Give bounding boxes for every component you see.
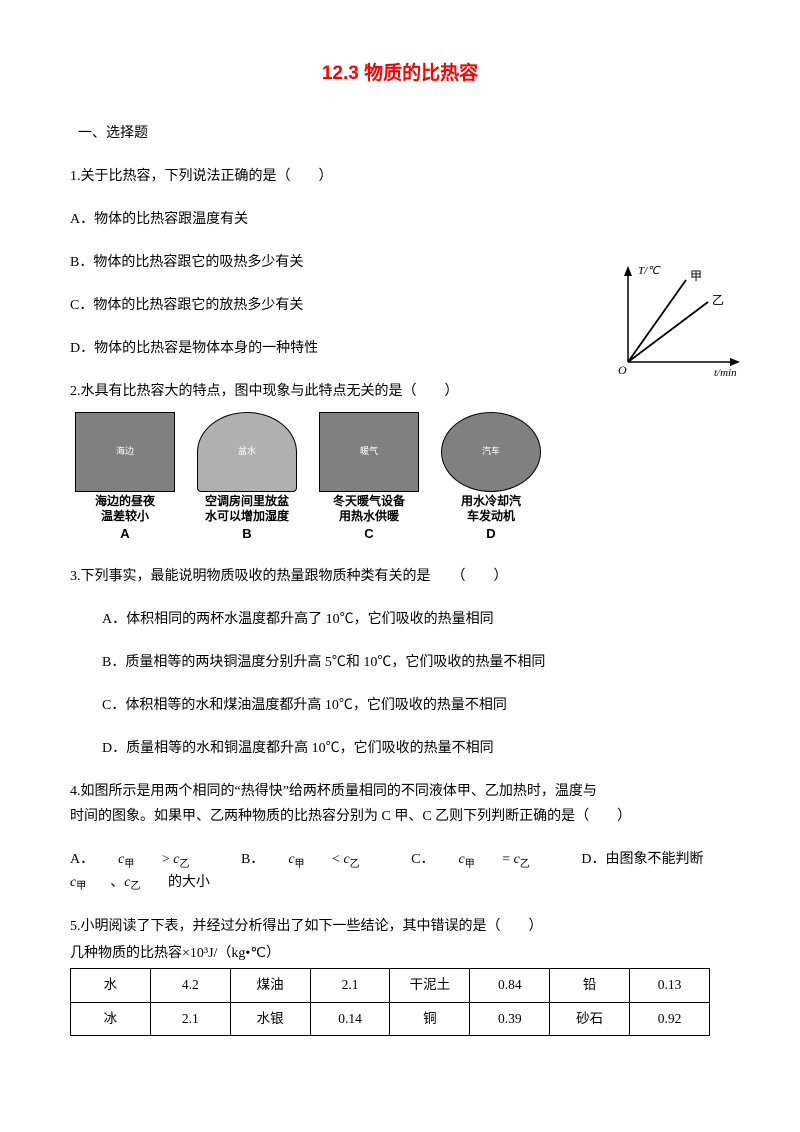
q3-option-c: C．体积相等的水和煤油温度都升高 10℃，它们吸收的热量不相同 xyxy=(102,695,730,716)
page-title: 12.3 物质的比热容 xyxy=(70,60,730,89)
q2-thumb-b: 盆水 xyxy=(197,412,297,492)
q2-cap-b1: 空调房间里放盆 xyxy=(205,494,289,508)
q2-cap-a1: 海边的昼夜 xyxy=(95,494,155,508)
q4-stem-line1: 4.如图所示是用两个相同的“热得快”给两杯质量相同的不同液体甲、乙加热时，温度与 xyxy=(70,781,730,802)
q4-option-a: A．c甲 > c乙 xyxy=(70,852,213,867)
q2-letter-b: B xyxy=(242,524,251,544)
q3-option-d: D．质量相等的水和铜温度都升高 10℃，它们吸收的热量不相同 xyxy=(102,738,730,759)
q2-thumb-d: 汽车 xyxy=(441,412,541,492)
table-cell: 0.84 xyxy=(470,969,550,1002)
q2-letter-c: C xyxy=(364,524,373,544)
temperature-time-graph: 甲 乙 T/℃ t/min O xyxy=(608,262,748,382)
table-cell: 0.39 xyxy=(470,1002,550,1035)
graph-line1-label: 甲 xyxy=(690,269,702,283)
table-cell: 水银 xyxy=(230,1002,310,1035)
table-cell: 冰 xyxy=(71,1002,151,1035)
q2-letter-d: D xyxy=(486,524,495,544)
q2-cap-b2: 水可以增加湿度 xyxy=(205,509,289,523)
graph-line2-label: 乙 xyxy=(712,293,724,307)
table-cell: 2.1 xyxy=(150,1002,230,1035)
q1-stem: 1.关于比热容，下列说法正确的是（ ） xyxy=(70,166,730,187)
table-cell: 干泥土 xyxy=(390,969,470,1002)
table-cell: 0.92 xyxy=(630,1002,710,1035)
q4-options: A．c甲 > c乙 B．c甲 < c乙 C．c甲 = c乙 D．由图象不能判断 … xyxy=(70,849,730,895)
q2-cap-c1: 冬天暖气设备 xyxy=(333,494,405,508)
table-cell: 煤油 xyxy=(230,969,310,1002)
table-cell: 铜 xyxy=(390,1002,470,1035)
q2-cap-c2: 用热水供暖 xyxy=(339,509,399,523)
table-cell: 0.14 xyxy=(310,1002,390,1035)
q4-stem-line2: 时间的图象。如果甲、乙两种物质的比热容分别为 C 甲、C 乙则下列判断正确的是（… xyxy=(70,806,730,827)
table-cell: 砂石 xyxy=(550,1002,630,1035)
q2-cap-d2: 车发动机 xyxy=(467,509,515,523)
q2-cap-d1: 用水冷却汽 xyxy=(461,494,521,508)
q5-table-caption: 几种物质的比热容×10³J/（kg•℃） xyxy=(70,943,730,964)
q4-option-b: B．c甲 < c乙 xyxy=(241,852,384,867)
q4-option-c: C．c甲 = c乙 xyxy=(411,852,554,867)
q2-image-d: 汽车 用水冷却汽 车发动机 D xyxy=(436,412,546,544)
table-cell: 水 xyxy=(71,969,151,1002)
q2-letter-a: A xyxy=(120,524,129,544)
graph-origin: O xyxy=(618,363,627,377)
q3-stem: 3.下列事实，最能说明物质吸收的热量跟物质种类有关的是 （ ） xyxy=(70,566,730,587)
q2-image-c: 暖气 冬天暖气设备 用热水供暖 C xyxy=(314,412,424,544)
q3-option-b: B．质量相等的两块铜温度分别升高 5℃和 10℃，它们吸收的热量不相同 xyxy=(102,652,730,673)
q5-stem: 5.小明阅读了下表，并经过分析得出了如下一些结论，其中错误的是（ ） xyxy=(70,916,730,937)
table-cell: 4.2 xyxy=(150,969,230,1002)
graph-x-label: t/min xyxy=(714,367,737,379)
q2-stem: 2.水具有比热容大的特点，图中现象与此特点无关的是（ ） xyxy=(70,381,730,402)
q3-option-a: A．体积相同的两杯水温度都升高了 10℃，它们吸收的热量相同 xyxy=(102,609,730,630)
table-cell: 铅 xyxy=(550,969,630,1002)
q2-image-b: 盆水 空调房间里放盆 水可以增加湿度 B xyxy=(192,412,302,544)
section-heading: 一、选择题 xyxy=(78,123,730,144)
q2-image-row: 海边 海边的昼夜 温差较小 A 盆水 空调房间里放盆 水可以增加湿度 B 暖气 … xyxy=(70,412,730,544)
table-cell: 2.1 xyxy=(310,969,390,1002)
graph-y-label: T/℃ xyxy=(638,265,661,277)
table-cell: 0.13 xyxy=(630,969,710,1002)
q2-cap-a2: 温差较小 xyxy=(101,509,149,523)
q2-thumb-c: 暖气 xyxy=(319,412,419,492)
q2-image-a: 海边 海边的昼夜 温差较小 A xyxy=(70,412,180,544)
q2-thumb-a: 海边 xyxy=(75,412,175,492)
q1-option-a: A．物体的比热容跟温度有关 xyxy=(70,209,730,230)
table-row: 冰 2.1 水银 0.14 铜 0.39 砂石 0.92 xyxy=(71,1002,710,1035)
specific-heat-table: 水 4.2 煤油 2.1 干泥土 0.84 铅 0.13 冰 2.1 水银 0.… xyxy=(70,968,710,1036)
table-row: 水 4.2 煤油 2.1 干泥土 0.84 铅 0.13 xyxy=(71,969,710,1002)
